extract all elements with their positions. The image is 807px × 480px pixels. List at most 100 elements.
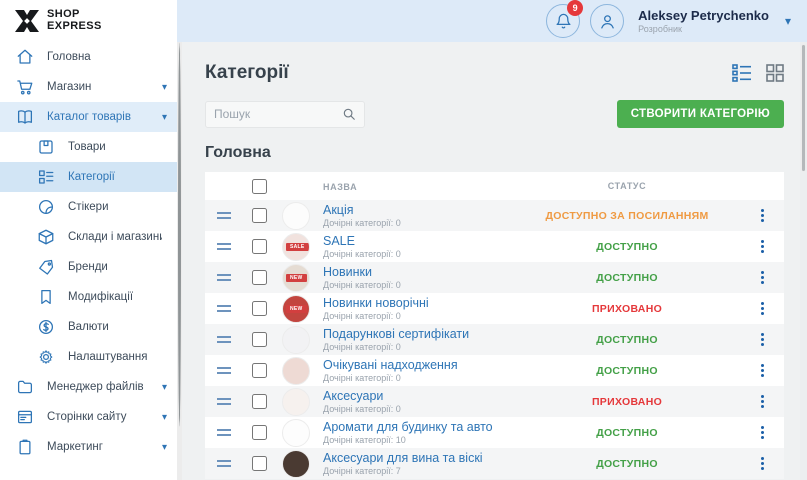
category-thumbnail: NEW [282, 263, 310, 292]
table-row: Очікувані надходження Дочірні категорії:… [205, 355, 784, 386]
page-scrollbar-thumb[interactable] [801, 44, 806, 172]
row-checkbox[interactable] [251, 239, 267, 254]
sidebar-scrollbar[interactable] [177, 42, 182, 480]
chevron-down-icon: ▾ [161, 81, 167, 93]
row-checkbox[interactable] [251, 425, 267, 440]
select-all-checkbox[interactable] [251, 178, 267, 194]
kebab-icon [760, 209, 764, 222]
category-thumbnail [282, 418, 310, 447]
page-title: Категорії [205, 62, 289, 83]
drag-handle[interactable] [205, 274, 243, 281]
category-name-link[interactable]: Аксесуари для вина та віскі [323, 450, 483, 465]
logo[interactable]: SHOP EXPRESS [0, 0, 177, 42]
user-info: Aleksey Petrychenko Розробник [638, 8, 769, 34]
home-icon [15, 48, 34, 67]
sidebar-item-warehouse[interactable]: Склади і магазини ▾ [0, 222, 177, 252]
list-view-icon[interactable] [732, 64, 752, 82]
row-menu-button[interactable] [740, 333, 784, 346]
search-input[interactable] [214, 107, 342, 121]
brand-icon [36, 258, 55, 277]
top-bar-right: 9 Aleksey Petrychenko Розробник ▾ [177, 0, 807, 42]
drag-handle[interactable] [205, 367, 243, 374]
category-name-link[interactable]: Новинки [323, 264, 372, 279]
drag-handle[interactable] [205, 212, 243, 219]
category-thumbnail [282, 201, 310, 230]
sidebar-item-bookmark[interactable]: Модифікації ▾ [0, 282, 177, 312]
sidebar-item-home[interactable]: Головна ▾ [0, 42, 177, 72]
row-checkbox[interactable] [251, 394, 267, 409]
section-title: Головна [205, 144, 271, 161]
create-category-button[interactable]: СТВОРИТИ КАТЕГОРІЮ [616, 100, 784, 128]
row-checkbox[interactable] [251, 301, 267, 316]
status-badge: ДОСТУПНО [596, 426, 658, 439]
sidebar-item-sticker[interactable]: Стікери ▾ [0, 192, 177, 222]
category-name-link[interactable]: Аромати для будинку та авто [323, 419, 493, 434]
row-menu-button[interactable] [740, 209, 784, 222]
kebab-icon [760, 457, 764, 470]
sidebar-scrollbar-thumb[interactable] [177, 42, 182, 427]
category-name-link[interactable]: Аксесуари [323, 388, 384, 403]
sidebar-item-marketing[interactable]: Маркетинг ▾ [0, 432, 177, 462]
drag-handle[interactable] [205, 460, 243, 467]
column-header-name: НАЗВА [323, 182, 358, 192]
page-scrollbar[interactable] [800, 42, 807, 480]
row-menu-button[interactable] [740, 271, 784, 284]
search-box [205, 100, 365, 128]
sidebar-item-settings[interactable]: Налаштування ▾ [0, 342, 177, 372]
category-name-link[interactable]: Очікувані надходження [323, 357, 458, 372]
status-badge: ДОСТУПНО [596, 240, 658, 253]
currency-icon [36, 318, 55, 337]
sidebar-item-catalog[interactable]: Каталог товарів ▾ [0, 102, 177, 132]
kebab-icon [760, 364, 764, 377]
row-checkbox[interactable] [251, 208, 267, 223]
sidebar-item-products[interactable]: Товари ▾ [0, 132, 177, 162]
sidebar-item-pages[interactable]: Сторінки сайту ▾ [0, 402, 177, 432]
table-header-row: НАЗВА СТАТУС [205, 172, 784, 200]
drag-handle[interactable] [205, 336, 243, 343]
category-name-link[interactable]: Акція [323, 202, 354, 217]
chevron-down-icon: ▾ [161, 111, 167, 123]
kebab-icon [760, 302, 764, 315]
user-menu-chevron-icon[interactable]: ▾ [784, 14, 791, 28]
drag-handle-icon [217, 429, 231, 436]
row-menu-button[interactable] [740, 457, 784, 470]
row-menu-button[interactable] [740, 240, 784, 253]
drag-handle[interactable] [205, 305, 243, 312]
notifications-button[interactable]: 9 [546, 0, 584, 38]
row-menu-button[interactable] [740, 302, 784, 315]
table-row: Акція Дочірні категорії: 0 ДОСТУПНО ЗА П… [205, 200, 784, 231]
drag-handle-icon [217, 212, 231, 219]
row-menu-button[interactable] [740, 426, 784, 439]
category-name-link[interactable]: Подарункові сертифікати [323, 326, 470, 341]
chevron-down-icon: ▾ [161, 411, 167, 423]
drag-handle[interactable] [205, 243, 243, 250]
category-name-link[interactable]: Новинки новорічні [323, 295, 429, 310]
status-badge: ДОСТУПНО [596, 333, 658, 346]
row-checkbox[interactable] [251, 332, 267, 347]
search-icon[interactable] [342, 107, 356, 121]
view-toggles [732, 64, 784, 82]
sidebar-item-folder[interactable]: Менеджер файлів ▾ [0, 372, 177, 402]
table-row: SALE SALE Дочірні категорії: 0 ДОСТУПНО [205, 231, 784, 262]
category-thumbnail [282, 449, 310, 478]
row-checkbox[interactable] [251, 363, 267, 378]
row-checkbox[interactable] [251, 456, 267, 471]
thumbnail-tag-label: NEW [286, 304, 307, 313]
sidebar-item-cart[interactable]: Магазин ▾ [0, 72, 177, 102]
table-row: Аксесуари Дочірні категорії: 0 ПРИХОВАНО [205, 386, 784, 417]
grid-view-icon[interactable] [766, 64, 784, 82]
sidebar-item-brand[interactable]: Бренди ▾ [0, 252, 177, 282]
status-badge: ДОСТУПНО ЗА ПОСИЛАННЯМ [545, 209, 709, 222]
sidebar-item-currency[interactable]: Валюти ▾ [0, 312, 177, 342]
row-menu-button[interactable] [740, 395, 784, 408]
category-name-link[interactable]: SALE [323, 233, 355, 248]
avatar[interactable] [590, 4, 625, 38]
row-menu-button[interactable] [740, 364, 784, 377]
category-thumbnail [282, 387, 310, 416]
sidebar-item-categories[interactable]: Категорії ▾ [0, 162, 177, 192]
drag-handle[interactable] [205, 398, 243, 405]
warehouse-icon [36, 228, 55, 247]
row-checkbox[interactable] [251, 270, 267, 285]
drag-handle[interactable] [205, 429, 243, 436]
table-row: Подарункові сертифікати Дочірні категорі… [205, 324, 784, 355]
